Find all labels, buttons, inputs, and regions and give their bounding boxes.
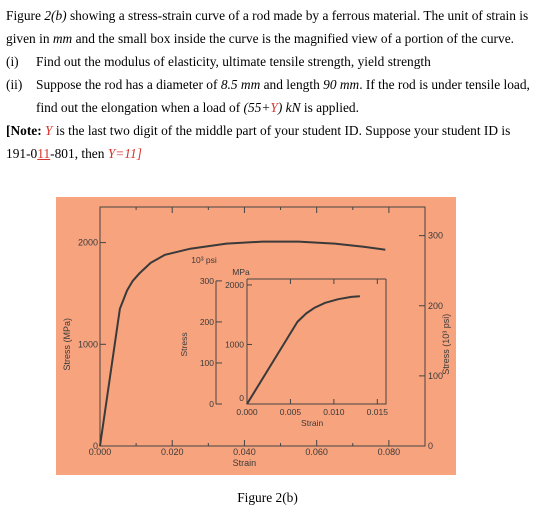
- main-x-tick-label: 0.000: [89, 447, 112, 457]
- figure-panel: 0.000 0.020 0.040 0.060 0.080 0 1000 2000 0 100 20…: [56, 197, 456, 475]
- main-y2-axis-label: Stress (10³ psi): [441, 314, 451, 375]
- main-y-tick-label: 1000: [78, 339, 98, 349]
- stress-strain-chart: 0.000 0.020 0.040 0.060 0.080010002000010020…: [62, 206, 451, 468]
- main-y-axis-label: Stress (MPa): [62, 318, 72, 371]
- main-y2-tick-label: 100: [428, 371, 443, 381]
- note-text-1: is the last two digit of the middle part…: [6, 123, 511, 161]
- main-y-tick-label: 0: [93, 441, 98, 451]
- question-item-1: (i) Find out the modulus of elasticity, u…: [6, 50, 530, 73]
- intro-figure-ref: 2(b): [44, 8, 67, 23]
- item-2-text-2: and length: [260, 77, 324, 92]
- item-2-number: (ii): [6, 77, 23, 92]
- item-2-load-open: (55+: [243, 100, 271, 115]
- intro-text-2: showing a stress-strain curve of a rod m…: [6, 8, 529, 46]
- inset-y-tick-label: 1000: [225, 339, 244, 349]
- inset-plot-frame: [246, 279, 387, 405]
- note-paragraph: [Note: Y is the last two digit of the mi…: [6, 119, 530, 165]
- inset-y-axis-label: Stress: [179, 332, 189, 356]
- inset-y-units-mpa: MPa: [232, 267, 250, 277]
- main-x-tick-label: 0.020: [161, 447, 184, 457]
- item-2-load-close: ) kN: [277, 100, 301, 115]
- main-y-tick-label: 2000: [78, 238, 98, 248]
- main-x-tick-label: 0.040: [233, 447, 256, 457]
- inset-y2-tick-label: 300: [200, 276, 214, 286]
- main-y2-tick-label: 0: [428, 441, 433, 451]
- main-plot-frame: [99, 206, 426, 447]
- figure-caption: Figure 2(b): [237, 490, 298, 505]
- question-item-2: (ii) Suppose the rod has a diameter of 8.…: [6, 73, 530, 119]
- inset-y2-units-psi: 10³ psi: [191, 255, 217, 265]
- intro-paragraph: Figure 2(b) showing a stress-strain curv…: [6, 4, 530, 50]
- inset-x-tick-label: 0.000: [236, 407, 258, 417]
- inset-x-axis-label: Strain: [301, 418, 323, 428]
- item-2-text-4: is applied.: [300, 100, 359, 115]
- item-2-text-1: Suppose the rod has a diameter of: [36, 77, 221, 92]
- note-y: Y: [45, 123, 53, 138]
- intro-text-1: Figure: [6, 8, 45, 23]
- item-2-diameter: 8.5 mm: [220, 77, 261, 92]
- intro-unit-mm: mm: [52, 31, 73, 46]
- inset-x-tick-label: 0.010: [323, 407, 345, 417]
- note-label: [Note:: [6, 123, 46, 138]
- problem-text: Figure 2(b) showing a stress-strain curv…: [6, 4, 530, 165]
- item-2-load-y: Y: [270, 100, 278, 115]
- main-y2-tick-label: 200: [428, 301, 443, 311]
- main-y2-tick-label: 300: [428, 231, 443, 241]
- main-x-axis-label: Strain: [233, 458, 257, 468]
- intro-text-3: and the small box inside the curve is th…: [72, 31, 514, 46]
- inset-y-tick-label-zero: 0: [239, 393, 244, 403]
- inset-y2-tick-label: 200: [200, 317, 214, 327]
- main-stress-strain-curve: [99, 240, 386, 447]
- inset-y2-tick-label: 0: [209, 399, 214, 409]
- item-2-text-3: . If the rod is under tensile load, find…: [36, 77, 530, 115]
- inset-x-tick-label: 0.005: [280, 407, 302, 417]
- inset-stress-strain-curve: [246, 295, 360, 405]
- inset-y-tick-label: 2000: [225, 280, 244, 290]
- item-1-text: Find out the modulus of elasticity, ulti…: [36, 54, 431, 69]
- inset-x-tick-label: 0.015: [367, 407, 389, 417]
- item-2-length: 90 mm: [323, 77, 360, 92]
- note-digits: 11: [37, 146, 51, 161]
- item-1-number: (i): [6, 54, 19, 69]
- main-x-tick-label: 0.080: [378, 447, 401, 457]
- main-x-tick-label: 0.060: [305, 447, 328, 457]
- note-y-equals: Y=11]: [107, 146, 142, 161]
- inset-y2-tick-label: 100: [200, 358, 214, 368]
- note-text-2: -801, then: [50, 146, 108, 161]
